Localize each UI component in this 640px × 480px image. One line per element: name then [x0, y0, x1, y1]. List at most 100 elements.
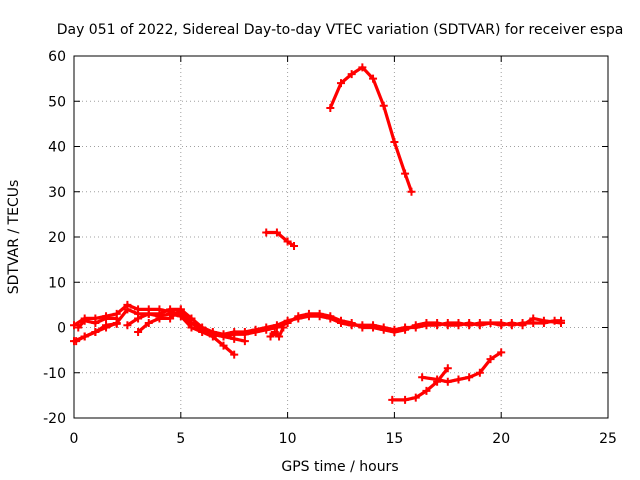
data-point-marker: [279, 323, 288, 332]
data-point-marker: [219, 332, 228, 341]
data-point-marker: [347, 318, 356, 327]
data-point-marker: [497, 321, 506, 330]
y-tick-label: 20: [48, 230, 66, 246]
data-point-marker: [411, 321, 420, 330]
series-spike-segment: [264, 230, 296, 248]
data-point-marker: [454, 321, 463, 330]
data-point-marker: [275, 332, 284, 341]
data-point-marker: [294, 312, 303, 321]
data-point-marker: [144, 318, 153, 327]
data-point-marker: [557, 318, 566, 327]
x-tick-label: 10: [279, 431, 297, 447]
grid: [74, 56, 608, 418]
data-point-marker: [390, 137, 399, 146]
data-point-marker: [347, 70, 356, 79]
data-point-marker: [80, 332, 89, 341]
data-point-marker: [411, 393, 420, 402]
data-point-marker: [240, 337, 249, 346]
data-point-marker: [443, 364, 452, 373]
data-point-marker: [401, 169, 410, 178]
data-point-marker: [443, 377, 452, 386]
data-point-marker: [326, 312, 335, 321]
y-tick-label: -10: [43, 366, 66, 382]
data-point-marker: [283, 318, 292, 327]
data-point-marker: [72, 337, 81, 346]
data-point-marker: [155, 314, 164, 323]
y-tick-label: 0: [57, 321, 66, 337]
data-point-marker: [486, 318, 495, 327]
data-point-marker: [401, 395, 410, 404]
y-tick-label: 50: [48, 94, 66, 110]
y-tick-label: 10: [48, 275, 66, 291]
data-point-marker: [270, 328, 279, 337]
data-point-marker: [315, 309, 324, 318]
data-point-marker: [266, 332, 275, 341]
data-point-marker: [539, 316, 548, 325]
data-point-marker: [290, 242, 299, 251]
data-point-marker: [102, 321, 111, 330]
data-point-marker: [433, 318, 442, 327]
x-tick-label: 15: [385, 431, 403, 447]
axis-ticks: 0 5 10 15 20 25 -20 -10 0 10 20 30 40 50 60: [43, 49, 617, 447]
data-point-marker: [91, 328, 100, 337]
data-point-marker: [326, 104, 335, 113]
data-point-marker: [304, 309, 313, 318]
data-point-marker: [230, 350, 239, 359]
data-point-marker: [369, 323, 378, 332]
data-point-marker: [486, 355, 495, 364]
data-point-marker: [518, 321, 527, 330]
data-point-marker: [123, 321, 132, 330]
data-point-marker: [198, 325, 207, 334]
data-point-marker: [529, 314, 538, 323]
data-point-marker: [283, 237, 292, 246]
data-point-marker: [475, 368, 484, 377]
data-point-marker: [369, 74, 378, 83]
data-point-marker: [219, 341, 228, 350]
data-point-marker: [240, 330, 249, 339]
data-point-marker: [379, 101, 388, 110]
x-tick-label: 25: [599, 431, 617, 447]
data-point-marker: [497, 348, 506, 357]
data-point-marker: [251, 328, 260, 337]
data-point-marker: [70, 321, 78, 330]
y-tick-label: -20: [43, 411, 66, 427]
data-point-marker: [91, 318, 100, 327]
data-point-marker: [262, 228, 271, 237]
x-tick-label: 5: [176, 431, 185, 447]
data-point-marker: [144, 309, 153, 318]
data-point-marker: [422, 318, 431, 327]
data-point-marker: [166, 314, 175, 323]
data-point-marker: [379, 325, 388, 334]
data-point-marker: [176, 305, 185, 314]
data-point-marker: [208, 330, 217, 339]
data-point-marker: [134, 305, 143, 314]
data-point-marker: [443, 321, 452, 330]
y-tick-label: 60: [48, 49, 66, 65]
data-point-marker: [507, 318, 516, 327]
x-tick-label: 20: [492, 431, 510, 447]
y-axis-label: SDTVAR / TECUs: [6, 180, 22, 295]
data-point-marker: [230, 334, 239, 343]
series-mid-branch-c: [268, 325, 285, 339]
data-point-marker: [388, 395, 397, 404]
chart-title: Day 051 of 2022, Sidereal Day-to-day VTE…: [57, 22, 624, 38]
data-point-marker: [337, 79, 345, 88]
data-point-marker: [187, 318, 196, 327]
series-main-band-b: [72, 303, 563, 339]
data-point-marker: [465, 318, 474, 327]
data-point-marker: [418, 373, 427, 382]
data-point-marker: [337, 316, 345, 325]
data-point-marker: [80, 316, 89, 325]
data-point-marker: [134, 328, 143, 337]
data-point-marker: [123, 300, 132, 309]
data-point-marker: [155, 305, 164, 314]
data-point-marker: [134, 314, 143, 323]
data-point-marker: [401, 325, 410, 334]
data-point-marker: [102, 314, 111, 323]
data-point-marker: [433, 375, 442, 384]
data-point-marker: [176, 312, 185, 321]
data-point-marker: [454, 375, 463, 384]
data-point-marker: [74, 323, 83, 332]
